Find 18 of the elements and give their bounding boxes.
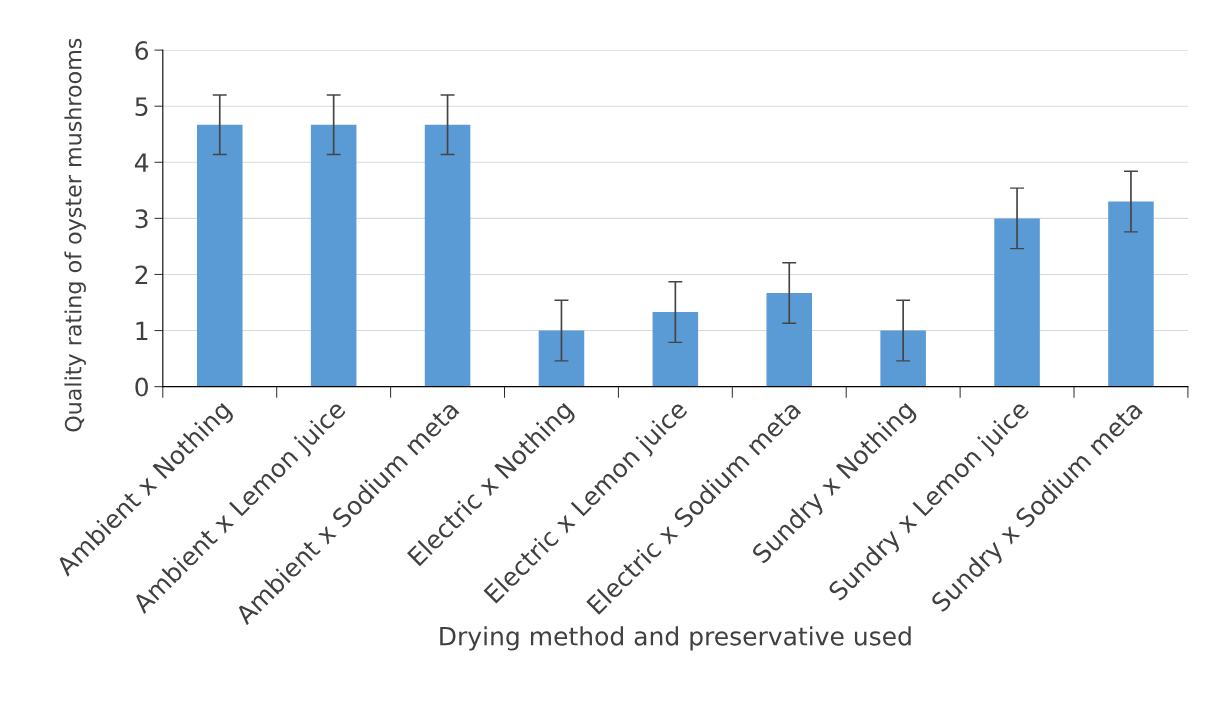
bar (424, 124, 471, 387)
y-tick-label: 6 (135, 41, 149, 60)
y-tick-label: 3 (135, 209, 148, 229)
bar (880, 330, 926, 387)
y-tick-label: 4 (134, 153, 149, 172)
bar (310, 124, 357, 387)
bar (994, 218, 1040, 387)
bar (1108, 201, 1154, 387)
y-tick-label: 2 (135, 265, 148, 284)
bar (196, 124, 243, 387)
y-tick-label: 1 (136, 321, 148, 341)
y-tick-label: 0 (135, 377, 148, 397)
y-tick-label: 5 (135, 97, 148, 117)
bar (766, 292, 813, 387)
x-axis-title: Drying method and preservative used (440, 626, 911, 651)
y-axis-title: Quality rating of oyster mushrooms (64, 38, 86, 432)
bar (538, 330, 585, 387)
bar (652, 312, 699, 387)
